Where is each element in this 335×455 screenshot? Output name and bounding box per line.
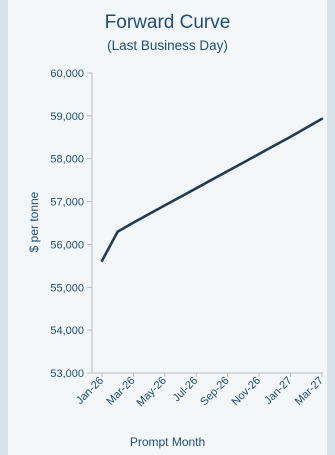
x-axis-label: Prompt Month xyxy=(129,435,206,449)
y-tick-label: 56,000 xyxy=(50,239,84,251)
x-tick-label: Sep-26 xyxy=(198,375,232,409)
x-tick-label: Jul-26 xyxy=(171,375,201,405)
y-tick-label: 60,000 xyxy=(50,68,84,80)
chart-panel xyxy=(8,0,327,455)
forward-curve-line xyxy=(100,117,324,263)
y-tick-label: 59,000 xyxy=(50,111,84,123)
chart-subtitle: (Last Business Day) xyxy=(107,38,228,53)
x-tick-label: Jan-27 xyxy=(262,375,294,407)
x-tick-label: Nov-26 xyxy=(230,375,264,409)
y-tick-label: 58,000 xyxy=(50,154,84,166)
y-tick-label: 55,000 xyxy=(50,282,84,294)
y-tick-label: 57,000 xyxy=(50,197,84,209)
x-tick-label: Mar-27 xyxy=(293,375,326,408)
chart-title: Forward Curve xyxy=(104,12,231,33)
x-tick-label: Mar-26 xyxy=(104,375,137,408)
y-tick-label: 53,000 xyxy=(50,368,84,380)
y-tick-label: 54,000 xyxy=(50,325,84,337)
x-tick-label: May-26 xyxy=(134,375,168,409)
